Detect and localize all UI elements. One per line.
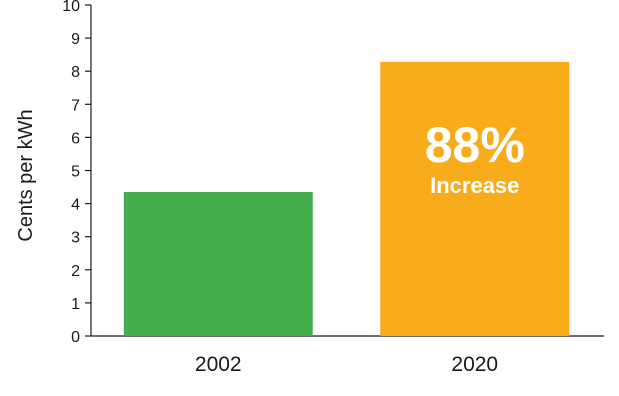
x-axis: 2002 2020 bbox=[91, 335, 604, 376]
y-tick-label: 3 bbox=[71, 230, 80, 247]
bar-2020 bbox=[380, 61, 570, 336]
y-ticks: 0 1 2 3 4 5 6 7 8 9 10 bbox=[62, 0, 91, 346]
y-tick-label: 7 bbox=[71, 97, 80, 114]
y-tick-label: 2 bbox=[71, 263, 80, 280]
y-tick-label: 9 bbox=[71, 31, 80, 48]
y-tick-label: 1 bbox=[71, 296, 80, 313]
x-tick-label-2002: 2002 bbox=[195, 353, 242, 376]
y-axis: 0 1 2 3 4 5 6 7 8 9 10 Cents per kWh bbox=[15, 0, 92, 346]
y-tick-label: 4 bbox=[71, 197, 80, 214]
y-tick-label: 0 bbox=[71, 329, 80, 346]
bar-2002 bbox=[123, 192, 313, 336]
bar-annotation: 88% Increase bbox=[425, 117, 525, 198]
annotation-value: 88% bbox=[425, 117, 525, 173]
y-tick-label: 6 bbox=[71, 130, 80, 147]
y-tick-label: 8 bbox=[71, 64, 80, 81]
x-tick-label-2020: 2020 bbox=[451, 353, 498, 376]
bars bbox=[123, 61, 570, 336]
x-tick-labels: 2002 2020 bbox=[195, 353, 498, 376]
annotation-label: Increase bbox=[430, 173, 519, 198]
y-tick-label: 10 bbox=[62, 0, 80, 15]
y-axis-title: Cents per kWh bbox=[15, 109, 37, 241]
y-tick-label: 5 bbox=[71, 164, 80, 181]
